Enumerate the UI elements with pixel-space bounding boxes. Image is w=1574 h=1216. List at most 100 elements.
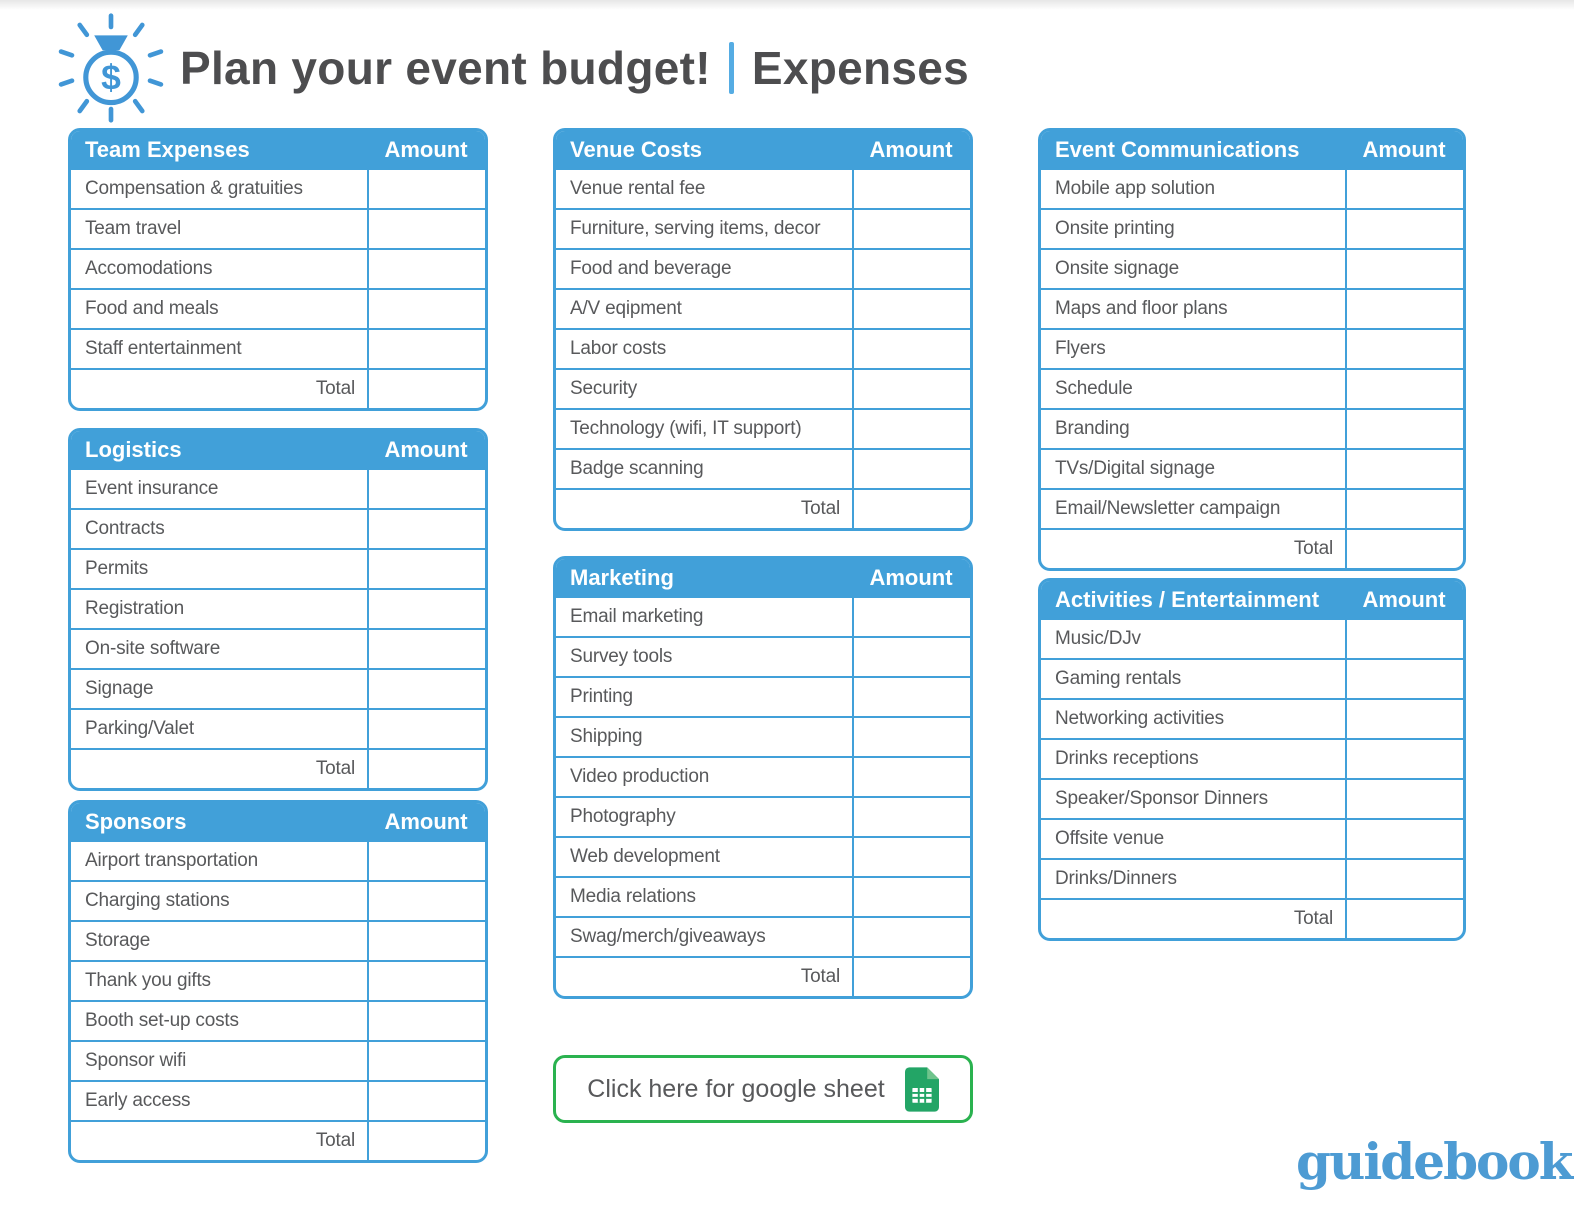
amount-cell[interactable] — [367, 330, 485, 368]
total-label: Total — [1293, 538, 1333, 559]
table-row: Offsite venue — [1041, 818, 1463, 858]
amount-cell[interactable] — [367, 962, 485, 1000]
row-label: Furniture, serving items, decor — [570, 218, 821, 239]
table-row: Schedule — [1041, 368, 1463, 408]
page-top-shadow — [0, 0, 1574, 10]
amount-cell[interactable] — [852, 918, 970, 956]
amount-cell[interactable] — [1345, 780, 1463, 818]
row-label: Sponsor wifi — [85, 1050, 187, 1071]
amount-cell[interactable] — [1345, 290, 1463, 328]
total-amount-cell[interactable] — [367, 750, 485, 788]
amount-cell[interactable] — [852, 758, 970, 796]
amount-cell[interactable] — [852, 598, 970, 636]
column-header-amount: Amount — [1362, 136, 1446, 162]
total-amount-cell[interactable] — [852, 958, 970, 996]
amount-cell[interactable] — [1345, 450, 1463, 488]
amount-cell[interactable] — [367, 550, 485, 588]
amount-cell[interactable] — [367, 1042, 485, 1080]
amount-cell[interactable] — [367, 630, 485, 668]
table-row: Email/Newsletter campaign — [1041, 488, 1463, 528]
row-label: Email marketing — [570, 606, 704, 627]
table-header: Logistics Amount — [71, 431, 485, 468]
amount-cell[interactable] — [852, 878, 970, 916]
row-label: Maps and floor plans — [1055, 298, 1228, 319]
amount-cell[interactable] — [367, 170, 485, 208]
amount-cell[interactable] — [1345, 250, 1463, 288]
table-row: Photography — [556, 796, 970, 836]
amount-cell[interactable] — [852, 798, 970, 836]
amount-cell[interactable] — [367, 1002, 485, 1040]
amount-cell[interactable] — [367, 842, 485, 880]
total-amount-cell[interactable] — [1345, 900, 1463, 938]
amount-cell[interactable] — [852, 450, 970, 488]
amount-cell[interactable] — [852, 330, 970, 368]
total-amount-cell[interactable] — [1345, 530, 1463, 568]
amount-cell[interactable] — [1345, 660, 1463, 698]
google-sheets-icon — [904, 1066, 939, 1112]
table-header: Marketing Amount — [556, 559, 970, 596]
table-row: Event insurance — [71, 468, 485, 508]
amount-cell[interactable] — [367, 210, 485, 248]
total-row: Total — [1041, 528, 1463, 568]
amount-cell[interactable] — [367, 290, 485, 328]
table-title: Sponsors — [85, 808, 187, 834]
amount-cell[interactable] — [852, 170, 970, 208]
amount-cell[interactable] — [1345, 490, 1463, 528]
amount-cell[interactable] — [1345, 370, 1463, 408]
table-row: Parking/Valet — [71, 708, 485, 748]
amount-cell[interactable] — [1345, 700, 1463, 738]
amount-cell[interactable] — [1345, 330, 1463, 368]
table-title: Activities / Entertainment — [1055, 586, 1320, 612]
row-label: Onsite printing — [1055, 218, 1175, 239]
google-sheet-button[interactable]: Click here for google sheet — [553, 1055, 973, 1123]
row-label: Gaming rentals — [1055, 668, 1182, 689]
total-amount-cell[interactable] — [367, 1122, 485, 1160]
amount-cell[interactable] — [1345, 410, 1463, 448]
amount-cell[interactable] — [1345, 210, 1463, 248]
amount-cell[interactable] — [852, 838, 970, 876]
row-label: Storage — [85, 930, 151, 951]
column-header-amount: Amount — [1362, 586, 1446, 612]
amount-cell[interactable] — [1345, 620, 1463, 658]
amount-cell[interactable] — [1345, 820, 1463, 858]
amount-cell[interactable] — [852, 290, 970, 328]
amount-cell[interactable] — [367, 590, 485, 628]
table-row: Video production — [556, 756, 970, 796]
amount-cell[interactable] — [852, 718, 970, 756]
table-title: Event Communications — [1055, 136, 1300, 162]
amount-cell[interactable] — [367, 922, 485, 960]
table-row: Team travel — [71, 208, 485, 248]
table-row: Survey tools — [556, 636, 970, 676]
svg-text:$: $ — [101, 57, 121, 97]
table-row: Furniture, serving items, decor — [556, 208, 970, 248]
amount-cell[interactable] — [1345, 170, 1463, 208]
total-amount-cell[interactable] — [367, 370, 485, 408]
amount-cell[interactable] — [1345, 740, 1463, 778]
amount-cell[interactable] — [367, 670, 485, 708]
amount-cell[interactable] — [1345, 860, 1463, 898]
total-label: Total — [800, 498, 840, 519]
amount-cell[interactable] — [367, 510, 485, 548]
table-row: Contracts — [71, 508, 485, 548]
amount-cell[interactable] — [367, 250, 485, 288]
table-row: Labor costs — [556, 328, 970, 368]
amount-cell[interactable] — [367, 1082, 485, 1120]
table-row: Gaming rentals — [1041, 658, 1463, 698]
amount-cell[interactable] — [852, 638, 970, 676]
row-label: TVs/Digital signage — [1055, 458, 1215, 479]
amount-cell[interactable] — [852, 250, 970, 288]
total-amount-cell[interactable] — [852, 490, 970, 528]
amount-cell[interactable] — [852, 678, 970, 716]
amount-cell[interactable] — [367, 882, 485, 920]
amount-cell[interactable] — [367, 470, 485, 508]
row-label: Early access — [85, 1090, 191, 1111]
row-label: Venue rental fee — [570, 178, 706, 199]
row-label: Accomodations — [85, 258, 213, 279]
amount-cell[interactable] — [852, 370, 970, 408]
table-header: Venue Costs Amount — [556, 131, 970, 168]
amount-cell[interactable] — [852, 410, 970, 448]
total-row: Total — [556, 488, 970, 528]
amount-cell[interactable] — [367, 710, 485, 748]
amount-cell[interactable] — [852, 210, 970, 248]
table-row: Swag/merch/giveaways — [556, 916, 970, 956]
